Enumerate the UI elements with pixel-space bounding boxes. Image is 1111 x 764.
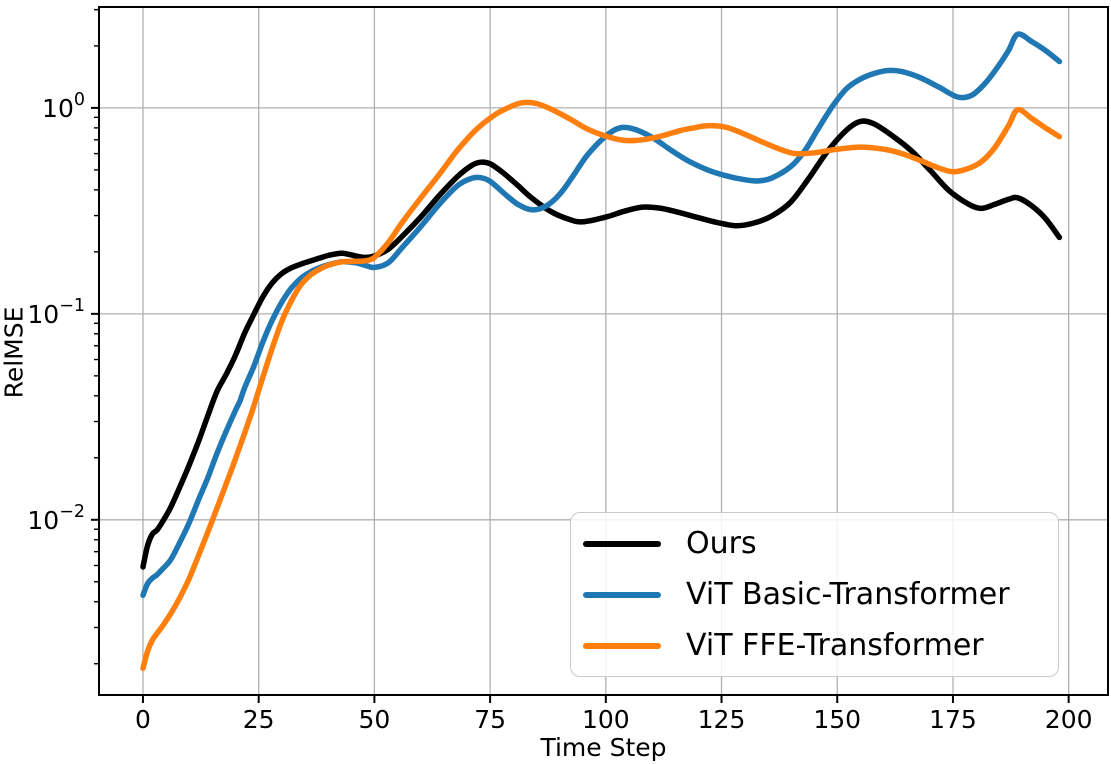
legend-label-vit-basic-transformer: ViT Basic-Transformer xyxy=(686,576,1010,612)
y-tick-label: 10−2 xyxy=(27,502,85,535)
x-tick-label: 0 xyxy=(135,705,151,734)
x-tick-label: 150 xyxy=(813,705,861,734)
legend-line-vit-basic-transformer xyxy=(583,591,661,598)
legend-label-ours: Ours xyxy=(686,525,757,561)
legend-label-vit-ffe-transformer: ViT FFE-Transformer xyxy=(686,627,984,663)
x-tick-label: 125 xyxy=(698,705,746,734)
x-tick-label: 75 xyxy=(474,705,506,734)
legend-item-vit-basic-transformer: ViT Basic-Transformer xyxy=(583,569,1058,620)
y-axis-label: RelMSE xyxy=(0,306,29,399)
x-tick-label: 175 xyxy=(929,705,977,734)
legend: Ours ViT Basic-Transformer ViT FFE-Trans… xyxy=(570,512,1059,677)
legend-item-vit-ffe-transformer: ViT FFE-Transformer xyxy=(583,620,1058,671)
series-line-vit-basic-transformer xyxy=(140,31,1063,599)
x-tick-label: 200 xyxy=(1045,705,1093,734)
y-tick-label: 10−1 xyxy=(27,296,85,329)
series-line-ours xyxy=(140,118,1063,570)
x-axis-label: Time Step xyxy=(540,733,667,762)
x-tick-label: 25 xyxy=(243,705,275,734)
x-tick-label: 100 xyxy=(582,705,630,734)
x-tick-label: 50 xyxy=(358,705,390,734)
legend-line-vit-ffe-transformer xyxy=(583,642,661,649)
legend-line-ours xyxy=(583,540,661,547)
plot-border xyxy=(98,6,1109,696)
series-line-vit-ffe-transformer xyxy=(140,99,1063,672)
y-tick-label: 100 xyxy=(42,90,85,123)
legend-item-ours: Ours xyxy=(583,518,1058,569)
